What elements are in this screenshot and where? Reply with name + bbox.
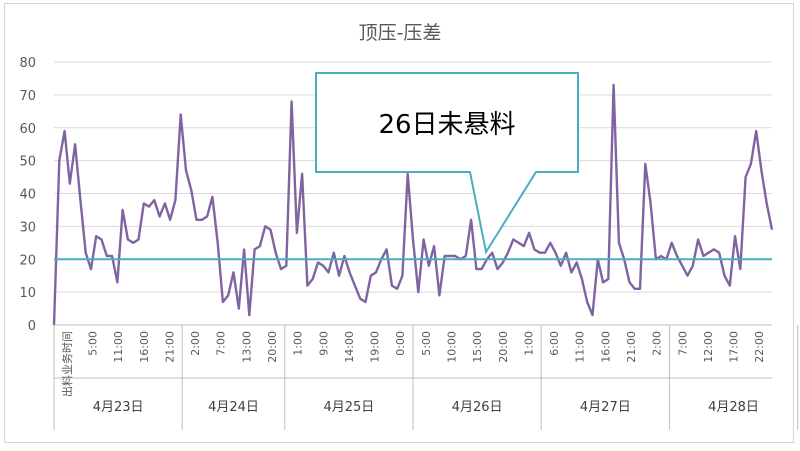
day-label: 4月28日 [708, 400, 759, 415]
x-tick-label: 5:00 [86, 331, 99, 356]
x-tick-label: 7:00 [215, 331, 228, 356]
x-tick-label: 14:00 [343, 331, 356, 363]
x-tick-label: 出料业务时间 [60, 331, 74, 397]
y-tick-label: 60 [19, 122, 36, 137]
x-tick-label: 17:00 [728, 331, 741, 363]
x-tick-label: 16:00 [138, 331, 151, 363]
x-tick-label: 13:00 [240, 331, 253, 363]
y-tick-label: 40 [19, 188, 36, 203]
y-tick-label: 50 [19, 155, 36, 170]
x-tick-label: 2:00 [651, 331, 664, 356]
x-tick-label: 7:00 [676, 331, 689, 356]
x-tick-label: 5:00 [420, 331, 433, 356]
y-tick-label: 80 [19, 56, 36, 71]
y-axis: 0 10 20 30 40 50 60 70 80 [19, 56, 36, 334]
y-tick-label: 10 [19, 286, 36, 301]
x-tick-label: 16:00 [599, 331, 612, 363]
day-label: 4月24日 [208, 400, 259, 415]
x-tick-label: 21:00 [625, 331, 638, 363]
y-tick-label: 30 [19, 220, 36, 235]
y-tick-label: 0 [28, 319, 36, 334]
x-tick-label: 0:00 [394, 331, 407, 356]
series-group [52, 83, 774, 326]
x-tick-label: 15:00 [471, 331, 484, 363]
y-tick-label: 20 [19, 253, 36, 268]
day-label: 4月23日 [93, 400, 144, 415]
x-axis: 出料业务时间 5:00 11:00 16:00 21:00 2:00 7:00 13:00 20… [53, 324, 799, 430]
x-tick-label: 20:00 [266, 331, 279, 363]
x-tick-label: 21:00 [163, 331, 176, 363]
x-tick-label: 10:00 [445, 331, 458, 363]
series-line-pressure [52, 83, 774, 326]
x-tick-label: 9:00 [317, 331, 330, 356]
x-tick-label: 12:00 [702, 331, 715, 363]
x-tick-label: 6:00 [548, 331, 561, 356]
chart-title: 顶压-压差 [358, 22, 442, 44]
x-tick-label: 22:00 [753, 331, 766, 363]
day-label: 4月25日 [323, 400, 374, 415]
day-label: 4月26日 [452, 400, 503, 415]
callout: 26日未悬料 [315, 72, 579, 255]
y-tick-label: 70 [19, 89, 36, 104]
x-tick-label: 19:00 [369, 331, 382, 363]
x-tick-label: 11:00 [574, 331, 587, 363]
x-tick-label: 11:00 [112, 331, 125, 363]
x-tick-label: 2:00 [189, 331, 202, 356]
callout-box [315, 72, 579, 255]
x-tick-label: 1:00 [522, 331, 535, 356]
x-tick-label: 1:00 [292, 331, 305, 356]
day-label: 4月27日 [580, 400, 631, 415]
callout-text: 26日未悬料 [378, 110, 515, 140]
x-tick-label: 20:00 [497, 331, 510, 363]
